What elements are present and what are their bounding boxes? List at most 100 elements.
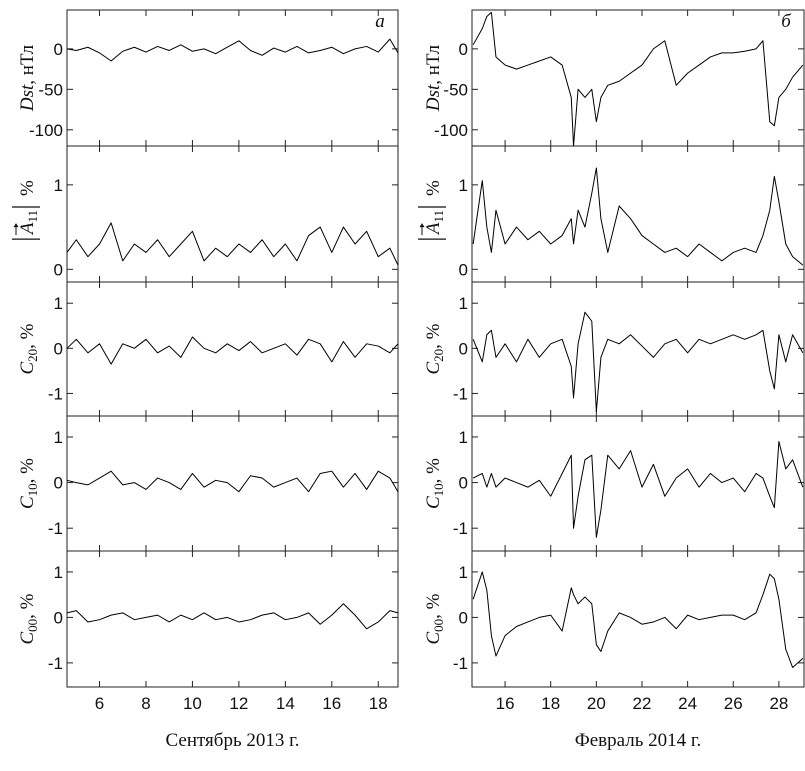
y-label-unit: , % <box>17 458 38 484</box>
y-tick-label: 0 <box>54 339 63 358</box>
plot-frame <box>471 9 805 147</box>
panel-letter: б <box>781 11 792 32</box>
y-label-subscript: 10 <box>431 483 446 496</box>
y-tick-label: 0 <box>459 474 468 493</box>
x-axis-title: Сентябрь 2013 г. <box>165 730 299 751</box>
plot-frame <box>471 415 805 552</box>
y-label-subscript: 00 <box>25 619 40 632</box>
y-tick-label: 1 <box>459 294 468 313</box>
y-label-main: A11 <box>423 210 446 236</box>
x-tick-label: 20 <box>587 694 606 713</box>
y-label-symbol: C <box>17 362 38 375</box>
y-label-unit: , % <box>17 323 38 349</box>
y-tick-label: 0 <box>54 608 63 627</box>
y-tick-label: 0 <box>54 260 63 279</box>
y-tick-label: 0 <box>459 40 468 59</box>
vector-arrow-head <box>419 223 425 228</box>
data-line <box>472 11 804 147</box>
y-tick-label: -1 <box>48 384 63 403</box>
y-label-unit: , % <box>423 458 444 484</box>
y-tick-label: 1 <box>54 294 63 313</box>
y-label-main: C10, % <box>423 458 446 509</box>
y-label: A11% <box>12 180 40 240</box>
y-tick-label: -1 <box>453 384 468 403</box>
x-tick-label: 18 <box>541 694 560 713</box>
y-tick-label: 0 <box>459 608 468 627</box>
y-label-unit: , % <box>17 593 38 619</box>
y-label: C10, % <box>17 458 40 509</box>
x-tick-label: 22 <box>633 694 652 713</box>
y-tick-label: 1 <box>54 563 63 582</box>
y-tick-label: 0 <box>54 474 63 493</box>
y-tick-label: 1 <box>54 176 63 195</box>
y-tick-label: 0 <box>54 40 63 59</box>
y-label-unit: % <box>17 180 38 196</box>
x-tick-label: 16 <box>496 694 515 713</box>
data-line <box>66 222 399 266</box>
y-label-subscript: 11 <box>25 210 40 223</box>
y-label-symbol: C <box>423 632 444 645</box>
y-tick-label: -100 <box>29 121 63 140</box>
y-label-subscript: 10 <box>25 483 40 496</box>
x-tick-label: 28 <box>769 694 788 713</box>
y-tick-label: 1 <box>54 428 63 447</box>
y-label: C00, % <box>423 593 446 644</box>
x-axis-title: Февраль 2014 г. <box>575 730 702 751</box>
y-label-subscript: 20 <box>431 349 446 362</box>
y-tick-label: -50 <box>38 80 63 99</box>
x-tick-label: 6 <box>95 694 104 713</box>
y-tick-label: -1 <box>48 519 63 538</box>
x-tick-label: 14 <box>276 694 295 713</box>
x-tick-label: 16 <box>322 694 341 713</box>
data-line <box>472 167 804 266</box>
y-label: Dst, нТл <box>17 44 38 112</box>
y-label-unit: , нТл <box>423 44 444 84</box>
y-label-unit: , нТл <box>17 44 38 84</box>
y-label-symbol: C <box>423 362 444 375</box>
data-line <box>66 336 399 365</box>
data-line <box>66 603 399 630</box>
y-label-main: C10, % <box>17 458 40 509</box>
data-line <box>66 38 399 62</box>
y-label: C20, % <box>423 323 446 374</box>
y-label-symbol: C <box>423 496 444 509</box>
x-tick-label: 18 <box>369 694 388 713</box>
y-tick-label: 0 <box>459 339 468 358</box>
y-tick-label: -1 <box>48 654 63 673</box>
y-tick-label: 0 <box>459 260 468 279</box>
y-label-symbol: A <box>423 222 444 236</box>
plot-frame <box>471 281 805 417</box>
data-line <box>472 311 804 412</box>
vector-arrow-head <box>13 223 19 228</box>
y-label-unit: % <box>423 180 444 196</box>
x-tick-label: 10 <box>183 694 202 713</box>
x-tick-label: 24 <box>678 694 697 713</box>
x-tick-label: 26 <box>724 694 743 713</box>
plot-frame <box>66 415 399 552</box>
y-label-subscript: 11 <box>431 210 446 223</box>
y-tick-label: 1 <box>459 563 468 582</box>
y-label: C10, % <box>423 458 446 509</box>
plot-frame <box>471 145 805 283</box>
plot-frame <box>471 550 805 688</box>
y-label: C00, % <box>17 593 40 644</box>
y-label-main: C00, % <box>423 593 446 644</box>
y-tick-label: -100 <box>434 121 468 140</box>
y-tick-label: 1 <box>459 176 468 195</box>
y-tick-label: -50 <box>443 80 468 99</box>
y-label-subscript: 00 <box>431 619 446 632</box>
y-label: A11% <box>418 180 446 240</box>
data-line <box>472 441 804 538</box>
y-label-main: Dst, нТл <box>17 44 38 112</box>
data-line <box>66 470 399 493</box>
y-label-symbol: Dst <box>17 84 38 112</box>
y-tick-label: 1 <box>459 428 468 447</box>
y-tick-label: -1 <box>453 654 468 673</box>
y-label: Dst, нТл <box>423 44 444 112</box>
y-label-symbol: C <box>17 496 38 509</box>
y-label-main: C20, % <box>17 323 40 374</box>
plot-frame <box>66 9 399 147</box>
y-label-subscript: 20 <box>25 349 40 362</box>
plot-frame <box>66 550 399 688</box>
